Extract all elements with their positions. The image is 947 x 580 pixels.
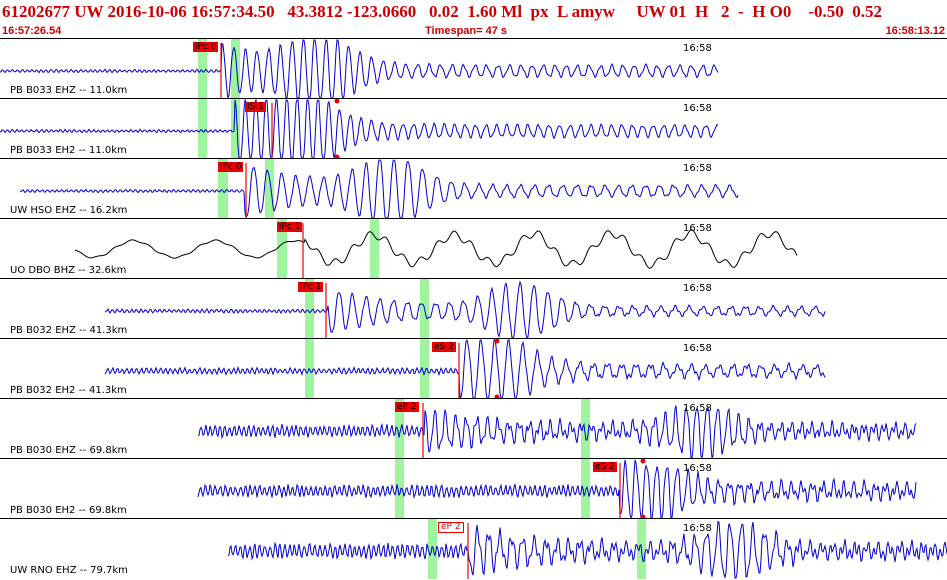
amplitude-marker-dot[interactable] [334, 99, 340, 104]
amplitude-marker-dot[interactable] [494, 339, 500, 344]
amplitude-marker-dot[interactable] [494, 394, 500, 400]
phase-window-bar [231, 99, 240, 159]
seismic-trace [74, 229, 798, 269]
end-time-label: 16:58:13.12 [885, 25, 945, 37]
phase-window-bar [218, 159, 228, 219]
panel-time-label: 16:58 [683, 463, 712, 474]
waveform-canvas [227, 519, 947, 579]
seismic-trace [227, 520, 947, 579]
station-channel-label: PB B030 EHZ -- 69.8km [10, 445, 128, 456]
station-channel-label: PB B030 EH2 -- 69.8km [10, 505, 127, 516]
phase-window-bar [231, 39, 240, 99]
waveform-panel[interactable]: iPc 0 16:58 UW HSO EHZ -- 16.2km [0, 158, 947, 219]
seismic-trace [0, 99, 719, 159]
amplitude-marker-dot[interactable] [334, 154, 340, 160]
panel-time-label: 16:58 [683, 43, 712, 54]
waveform-canvas [197, 459, 917, 520]
panel-time-label: 16:58 [683, 103, 712, 114]
panel-time-label: 16:58 [683, 283, 712, 294]
phase-window-bar [420, 339, 429, 399]
phase-pick-label[interactable]: eP 2 [395, 402, 419, 412]
waveform-canvas [104, 279, 826, 339]
waveform-panel[interactable]: iPc 1 16:58 UO DBO BHZ -- 32.6km [0, 218, 947, 279]
waveform-panel[interactable]: eS 2 16:58 PB B032 EH2 -- 41.3km [0, 338, 947, 399]
seismic-trace [197, 405, 917, 459]
panel-time-label: 16:58 [683, 523, 712, 534]
phase-pick-label[interactable]: iPc 0 [193, 42, 219, 52]
phase-window-bar [428, 519, 437, 579]
phase-window-bar [581, 399, 590, 459]
waveform-canvas [197, 399, 917, 459]
amplitude-marker-dot[interactable] [640, 459, 646, 464]
phase-window-bar [198, 99, 207, 159]
timespan-label: Timespan= 47 s [425, 25, 508, 37]
panel-time-label: 16:58 [683, 343, 712, 354]
phase-pick-label[interactable]: iPc 0 [218, 162, 244, 172]
station-channel-label: UW HSO EHZ -- 16.2km [10, 205, 128, 216]
waveform-panel[interactable]: iPc 1 16:58 PB B032 EHZ -- 41.3km [0, 278, 947, 339]
station-channel-label: PB B033 EHZ -- 11.0km [10, 85, 128, 96]
phase-window-bar [277, 219, 287, 279]
seismic-trace [197, 459, 917, 519]
station-channel-label: UW RNO EHZ -- 79.7km [10, 565, 128, 576]
waveform-canvas [74, 219, 798, 279]
start-time-label: 16:57:26.54 [2, 25, 62, 37]
panel-time-label: 16:58 [683, 223, 712, 234]
waveform-canvas [19, 159, 739, 219]
phase-pick-label[interactable]: eS 2 [593, 462, 617, 472]
seismic-trace [19, 159, 739, 219]
phase-window-bar [265, 159, 274, 219]
phase-pick-label[interactable]: eP 2 [438, 522, 464, 533]
waveform-panel[interactable]: eP 2 16:58 PB B030 EHZ -- 69.8km [0, 398, 947, 459]
phase-window-bar [198, 39, 207, 99]
station-channel-label: PB B032 EH2 -- 41.3km [10, 385, 127, 396]
amplitude-marker-dot[interactable] [640, 514, 646, 520]
phase-pick-label[interactable]: eS 2 [432, 342, 456, 352]
seismic-trace [0, 39, 719, 99]
seismogram-header: 61202677 UW 2016-10-06 16:57:34.50 43.38… [0, 0, 947, 38]
station-channel-label: UO DBO BHZ -- 32.6km [10, 265, 127, 276]
phase-window-bar [305, 279, 314, 339]
phase-window-bar [370, 219, 379, 279]
station-channel-label: PB B033 EH2 -- 11.0km [10, 145, 127, 156]
panel-time-label: 16:58 [683, 163, 712, 174]
waveform-panel[interactable]: iS 1 16:58 PB B033 EH2 -- 11.0km [0, 98, 947, 159]
phase-pick-label[interactable]: iS 1 [245, 102, 266, 112]
phase-pick-label[interactable]: iPc 1 [277, 222, 303, 232]
phase-window-bar [395, 399, 404, 459]
waveform-canvas [104, 339, 826, 400]
waveform-canvas [0, 39, 719, 99]
seismic-trace [104, 280, 826, 339]
phase-window-bar [395, 459, 404, 519]
seismic-trace [104, 339, 826, 399]
waveform-panels: iPc 0 16:58 PB B033 EHZ -- 11.0km iS 1 16:58… [0, 38, 947, 580]
waveform-panel[interactable]: iPc 0 16:58 PB B033 EHZ -- 11.0km [0, 38, 947, 99]
waveform-panel[interactable]: eS 2 16:58 PB B030 EH2 -- 69.8km [0, 458, 947, 519]
event-summary-title: 61202677 UW 2016-10-06 16:57:34.50 43.38… [2, 2, 883, 21]
waveform-canvas [0, 99, 719, 160]
station-channel-label: PB B032 EHZ -- 41.3km [10, 325, 128, 336]
phase-pick-label[interactable]: iPc 1 [298, 282, 324, 292]
waveform-panel[interactable]: eP 2 16:58 UW RNO EHZ -- 79.7km [0, 518, 947, 579]
panel-time-label: 16:58 [683, 403, 712, 414]
